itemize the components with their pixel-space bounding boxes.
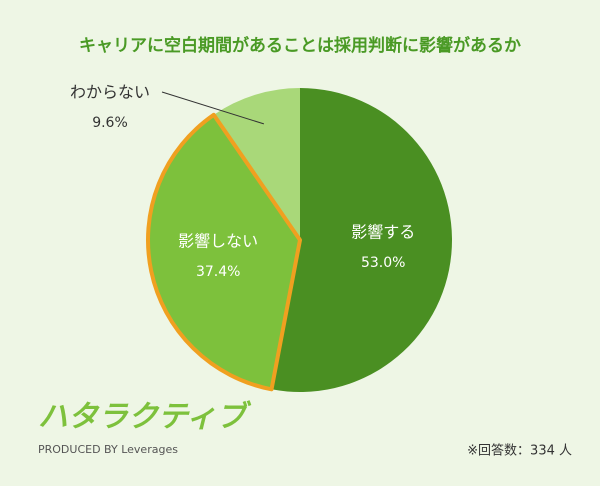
chart-title: キャリアに空白期間があることは採用判断に影響があるか <box>79 35 521 56</box>
slice-label: 影響しない <box>178 232 258 251</box>
value-label: 9.6% <box>92 115 128 131</box>
value-label: 37.4% <box>196 264 240 280</box>
slice-label: わからない <box>70 83 150 102</box>
pie-slice <box>146 112 302 392</box>
slice-label: 影響する <box>351 222 415 241</box>
note: ※回答数：334 人 <box>467 443 572 459</box>
pie-slice <box>213 88 300 240</box>
brand-tagline: PRODUCED BY Leverages <box>38 443 178 456</box>
pie <box>213 88 453 392</box>
value-label: 53.0% <box>361 255 405 271</box>
brand-logo: ハタラクティブ <box>38 400 252 435</box>
leader-line <box>161 91 265 125</box>
pie-slice <box>271 88 453 392</box>
